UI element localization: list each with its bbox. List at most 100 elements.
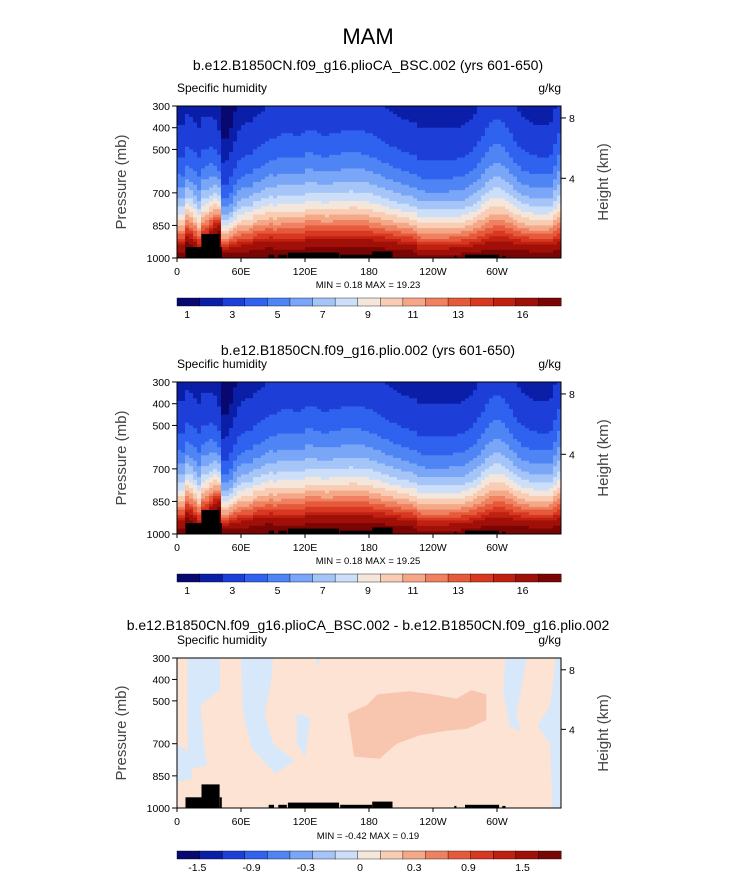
field-cell [201,176,206,180]
field-cell [485,157,490,161]
field-cell [445,111,450,115]
field-cell [485,168,490,172]
field-cell [413,190,418,194]
field-cell [277,122,282,126]
field-cell [205,106,210,110]
field-cell [285,157,290,161]
field-cell [361,146,366,151]
field-cell [301,168,306,172]
field-cell [281,247,286,251]
field-cell [253,106,258,110]
field-cell [221,157,226,161]
field-cell [373,125,378,129]
field-cell [329,239,334,243]
field-cell [257,187,262,191]
field-cell [185,163,190,167]
field-cell [177,206,182,210]
field-cell [457,176,462,180]
field-cell [421,116,426,121]
field-cell [457,127,462,132]
field-cell [257,209,262,213]
field-cell [465,225,470,229]
field-cell [369,211,374,216]
field-cell [229,119,234,123]
field-cell [337,239,342,243]
chart-panel-1: b.e12.B1850CN.f09_g16.plioCA_BSC.002 (yr… [113,57,612,321]
field-cell [461,214,466,218]
field-cell [337,182,342,186]
field-cell [489,184,494,189]
field-cell [505,195,510,199]
field-cell [501,138,506,142]
field-cell [417,111,422,115]
field-cell [397,195,402,199]
field-cell [229,122,234,126]
field-cell [389,241,394,246]
field-cell [493,111,498,115]
field-cell [297,247,302,251]
field-cell [353,214,358,218]
field-cell [181,144,186,148]
field-cell [433,149,438,153]
field-cell [477,106,482,110]
field-cell [365,249,370,254]
field-cell [521,144,526,148]
field-cell [449,230,454,235]
field-cell [385,179,390,183]
field-cell [457,163,462,167]
field-cell [301,149,306,153]
field-cell [453,135,458,140]
field-cell [189,144,194,148]
field-cell [277,111,282,115]
field-cell [297,230,302,235]
field-cell [249,106,254,110]
field-cell [273,211,278,216]
field-cell [377,152,382,156]
field-cell [389,119,394,123]
field-cell [513,249,518,254]
field-cell [441,222,446,227]
field-cell [381,125,386,129]
field-cell [325,239,330,243]
field-cell [445,165,450,170]
field-cell [529,182,534,186]
field-cell [289,176,294,180]
field-cell [245,187,250,191]
field-cell [501,144,506,148]
field-cell [509,249,514,254]
field-cell [529,154,534,159]
field-cell [361,165,366,170]
field-cell [185,106,190,110]
field-cell [261,152,266,156]
field-cell [205,133,210,137]
field-cell [441,228,446,232]
field-cell [249,157,254,161]
field-cell [309,130,314,134]
field-cell [377,119,382,123]
field-cell [333,125,338,129]
field-cell [425,114,430,118]
field-cell [225,192,230,197]
field-cell [449,222,454,227]
field-cell [433,244,438,248]
field-cell [217,163,222,167]
field-cell [193,241,198,246]
field-cell [457,255,462,258]
field-cell [217,160,222,164]
field-cell [349,214,354,218]
field-cell [445,209,450,213]
field-cell [417,165,422,170]
field-cell [325,130,330,134]
field-cell [225,111,230,115]
field-cell [245,163,250,167]
field-cell [181,187,186,191]
field-cell [181,111,186,115]
field-cell [269,241,274,246]
field-cell [217,165,222,170]
field-cell [353,108,358,113]
field-cell [437,209,442,213]
field-cell [313,201,318,205]
field-cell [433,203,438,208]
field-cell [325,203,330,208]
field-cell [261,225,266,229]
